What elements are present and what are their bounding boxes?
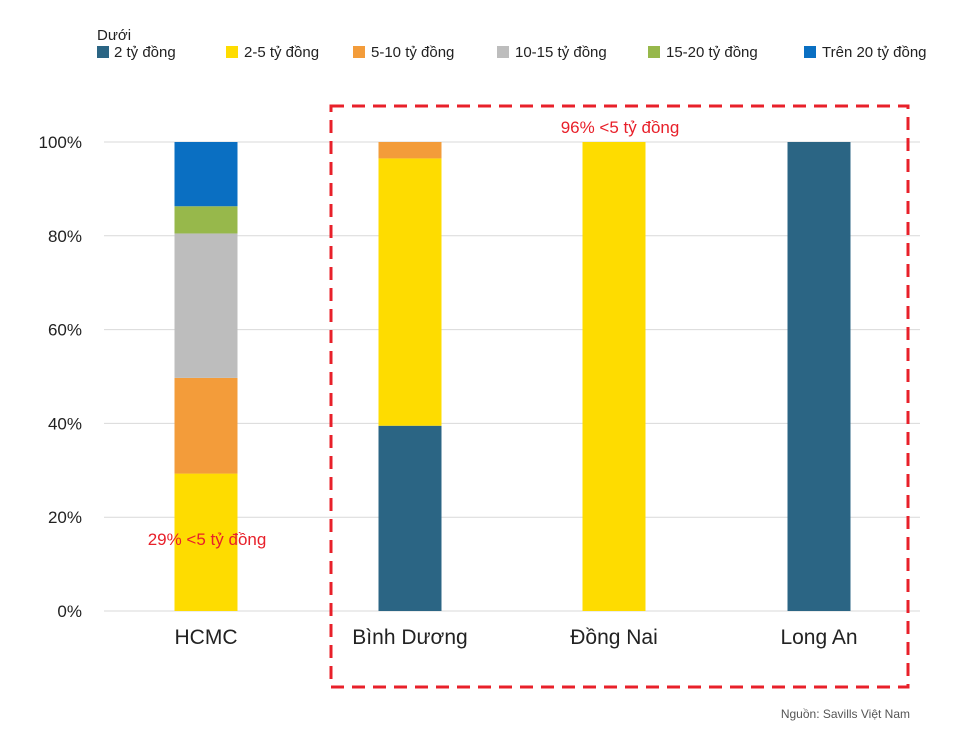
bar-segment [378,425,442,611]
bar-segment [174,473,238,611]
y-tick-label: 40% [48,414,82,433]
bar-segment [582,142,646,611]
bar-segment [378,142,442,159]
gridlines [104,141,920,612]
bars [174,142,851,611]
annotation-hcmc: 29% <5 tỷ đồng [148,530,267,549]
y-tick-label: 100% [39,133,82,152]
y-tick-label: 60% [48,321,82,340]
legend-swatch [804,46,816,58]
bar-segment [174,142,238,207]
highlight-box [329,104,910,689]
legend-item: 5-10 tỷ đồng [353,44,454,61]
legend-label: 5-10 tỷ đồng [371,44,454,61]
legend-label: Dưới [97,27,131,44]
legend-swatch [97,46,109,58]
y-tick-label: 0% [57,602,82,621]
legend-item: 15-20 tỷ đồng [648,44,758,61]
legend-swatch [497,46,509,58]
bar-segment [174,233,238,378]
legend-swatch [648,46,660,58]
legend-item: 2-5 tỷ đồng [226,44,319,61]
bar-segment [378,158,442,426]
legend-item: Trên 20 tỷ đồng [804,44,927,61]
y-tick-labels: 0% 20% 40% 60% 80% 100% [39,133,82,621]
x-tick-label: Long An [780,626,857,649]
legend-label: Trên 20 tỷ đồng [822,44,927,61]
x-tick-label: Đồng Nai [570,626,658,649]
annotation-group: 96% <5 tỷ đồng [561,118,680,137]
legend-swatch [226,46,238,58]
bar-segment [174,377,238,474]
x-tick-labels: HCMC Bình Dương Đồng Nai Long An [175,626,858,649]
legend-label: 10-15 tỷ đồng [515,44,607,61]
y-tick-label: 20% [48,508,82,527]
x-tick-label: HCMC [175,626,238,649]
x-tick-label: Bình Dương [352,626,467,649]
y-tick-label: 80% [48,227,82,246]
legend-label: 2-5 tỷ đồng [244,44,319,61]
legend-swatch [353,46,365,58]
legend-item: 10-15 tỷ đồng [497,44,607,61]
bar-segment [787,142,851,611]
bar-segment [174,206,238,234]
legend-label: 15-20 tỷ đồng [666,44,758,61]
source-note: Nguồn: Savills Việt Nam [781,707,910,721]
legend-label: 2 tỷ đồng [114,44,176,61]
